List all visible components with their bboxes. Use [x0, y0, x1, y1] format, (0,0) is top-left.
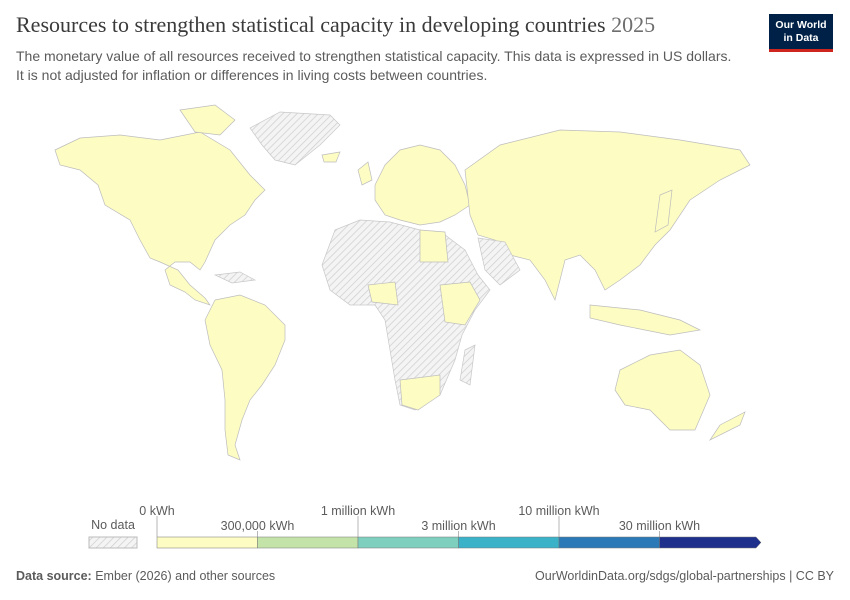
title: Resources to strengthen statistical capa…	[16, 12, 606, 37]
new-zealand	[708, 411, 746, 441]
egypt	[419, 229, 449, 263]
west-africa	[367, 281, 399, 306]
uk	[357, 161, 373, 186]
south-america	[204, 294, 286, 461]
east-africa	[439, 281, 481, 326]
legend-swatch	[558, 536, 660, 549]
legend-swatch	[458, 536, 560, 549]
legend-label: 10 million kWh	[518, 504, 599, 518]
legend-swatch	[659, 536, 762, 549]
greenland	[249, 111, 341, 166]
source-label: Data source:	[16, 569, 92, 583]
canada-islands	[179, 104, 236, 136]
iceland	[321, 151, 341, 163]
legend-label: 30 million kWh	[619, 519, 700, 533]
legend: No data 0 kWh 300,000 kWh 1 million kWh 3 mi…	[88, 504, 762, 549]
australia	[614, 349, 711, 431]
legend-label: 0 kWh	[139, 504, 174, 518]
no-data-label: No data	[91, 518, 135, 532]
subtitle: The monetary value of all resources rece…	[16, 48, 732, 83]
url[interactable]: OurWorldinData.org/sdgs/global-partnersh…	[535, 569, 834, 583]
southern-africa	[399, 374, 441, 411]
indonesia	[589, 304, 702, 336]
north-america	[54, 131, 266, 306]
source: Data source: Ember (2026) and other sour…	[16, 569, 275, 583]
europe	[374, 144, 471, 226]
legend-swatch	[257, 536, 359, 549]
legend-label: 3 million kWh	[421, 519, 495, 533]
legend-label: 1 million kWh	[321, 504, 395, 518]
legend-label: 300,000 kWh	[221, 519, 295, 533]
year: 2025	[611, 12, 656, 37]
logo-line: Our World	[775, 19, 827, 31]
madagascar	[459, 344, 476, 386]
caribbean	[213, 271, 257, 284]
logo-line: in Data	[783, 32, 819, 44]
legend-swatch	[156, 536, 258, 549]
legend-swatch	[357, 536, 459, 549]
title-block: Resources to strengthen statistical capa…	[16, 12, 655, 38]
no-data-swatch	[88, 536, 138, 549]
arabia	[477, 237, 521, 286]
logo[interactable]: Our World in Data	[769, 14, 833, 52]
source-text: Ember (2026) and other sources	[95, 569, 276, 583]
japan	[654, 189, 673, 233]
